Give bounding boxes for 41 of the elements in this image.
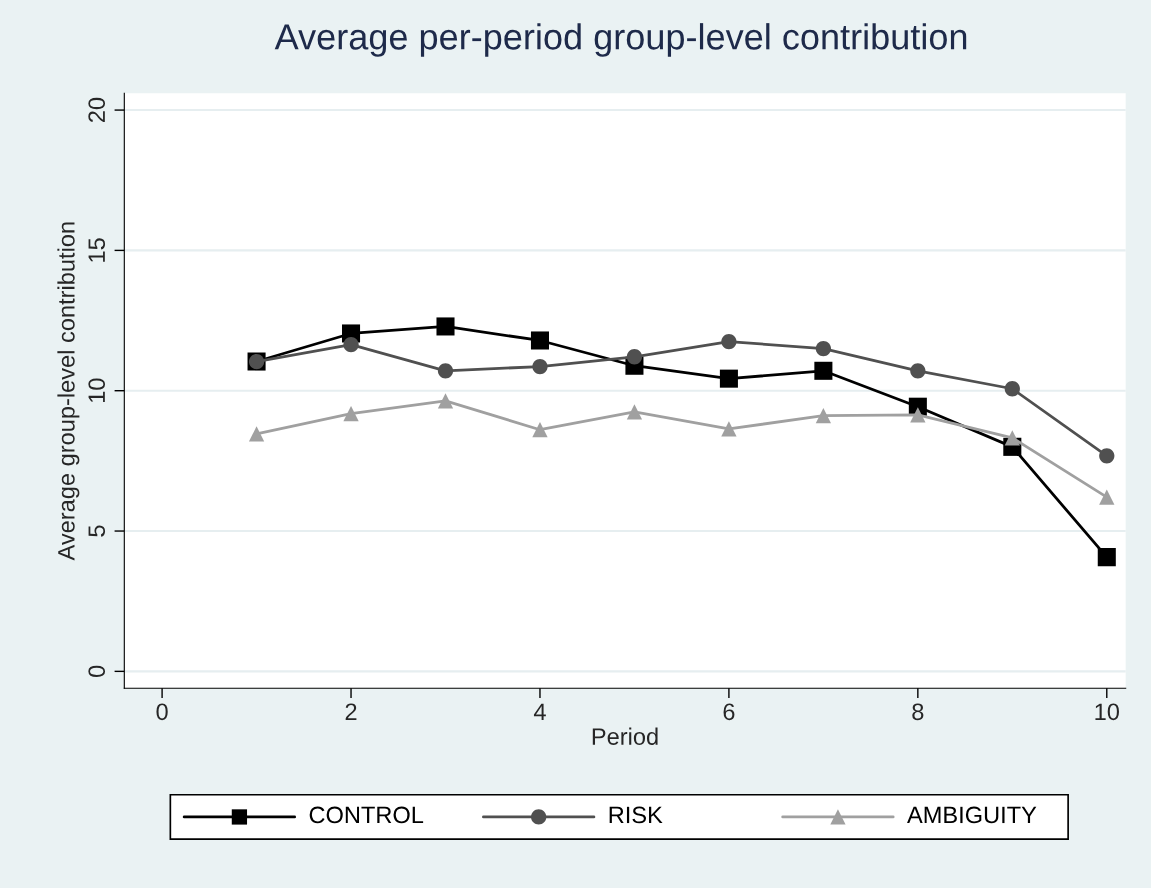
x-tick-label: 6	[723, 703, 735, 721]
point	[437, 393, 454, 409]
point	[814, 361, 833, 380]
point	[815, 340, 832, 357]
point	[719, 369, 738, 388]
point	[343, 406, 359, 422]
point	[1099, 448, 1115, 464]
point	[248, 426, 265, 442]
x-tick-label: 2	[345, 703, 357, 720]
legend-label: CONTROL	[309, 806, 424, 824]
point	[721, 333, 737, 350]
point	[1099, 489, 1115, 505]
point	[532, 422, 548, 438]
y-tick-label: 5	[88, 525, 106, 537]
point	[626, 349, 643, 365]
y-tick-label: 15	[88, 238, 106, 262]
x-tick-label: 10	[1095, 703, 1119, 721]
point	[910, 363, 926, 379]
point	[1004, 430, 1020, 446]
point	[721, 421, 737, 437]
y-tick-label: 10	[88, 378, 106, 403]
chart-title: Average per-period group-level contribution	[274, 23, 967, 57]
legend-label: AMBIGUITY	[907, 806, 1037, 824]
y-tick-label: 0	[88, 665, 106, 677]
point	[437, 363, 454, 379]
point	[910, 407, 926, 423]
point	[532, 358, 548, 375]
x-tick-label: 4	[533, 703, 546, 720]
legend-label: RISK	[609, 806, 663, 824]
point	[436, 317, 455, 336]
y-axis-title: Average group-level contribution	[57, 222, 80, 561]
x-axis-title: Period	[592, 727, 658, 745]
point	[530, 331, 549, 350]
point	[1004, 381, 1020, 397]
point	[815, 408, 832, 424]
point	[1097, 548, 1116, 567]
point	[343, 337, 359, 353]
point	[626, 404, 643, 420]
x-tick-label: 8	[912, 703, 924, 721]
x-tick-label: 0	[156, 703, 168, 721]
y-tick-label: 20	[88, 97, 106, 123]
